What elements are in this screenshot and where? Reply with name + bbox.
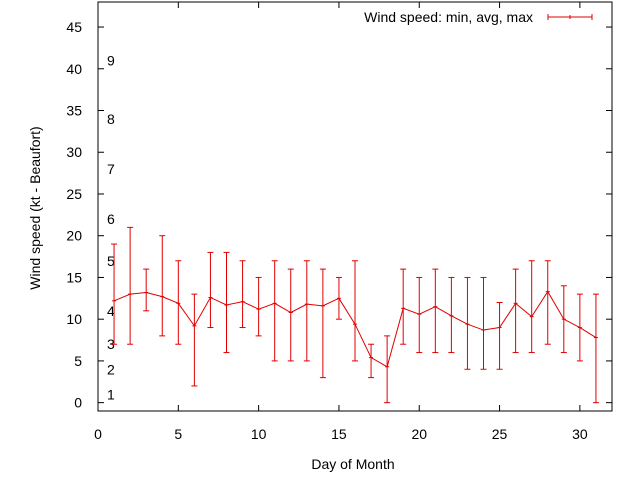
beaufort-label: 6 [107, 211, 115, 227]
x-tick-label: 5 [174, 426, 182, 442]
x-axis-title: Day of Month [311, 456, 394, 472]
beaufort-label: 2 [107, 361, 115, 377]
y-tick-label: 5 [74, 353, 82, 369]
x-tick-label: 15 [331, 426, 347, 442]
x-tick-label: 10 [251, 426, 267, 442]
y-tick-label: 45 [66, 19, 82, 35]
y-tick-label: 40 [66, 61, 82, 77]
legend-label: Wind speed: min, avg, max [364, 9, 533, 25]
plot-frame [97, 1, 613, 412]
beaufort-label: 1 [107, 386, 115, 402]
x-tick-label: 30 [572, 426, 588, 442]
beaufort-label: 9 [107, 52, 115, 68]
legend-sample [547, 14, 593, 20]
wind-speed-series [111, 226, 599, 404]
y-tick-label: 20 [66, 228, 82, 244]
y-axis-title: Wind speed (kt - Beaufort) [27, 126, 43, 289]
y-tick-label: 15 [66, 269, 82, 285]
beaufort-label: 7 [107, 161, 115, 177]
beaufort-label: 3 [107, 336, 115, 352]
y-tick-label: 0 [74, 395, 82, 411]
x-tick-label: 25 [492, 426, 508, 442]
beaufort-label: 8 [107, 111, 115, 127]
y-tick-label: 25 [66, 186, 82, 202]
y-tick-label: 35 [66, 103, 82, 119]
x-tick-label: 20 [411, 426, 427, 442]
beaufort-label: 5 [107, 253, 115, 269]
beaufort-label: 4 [107, 303, 115, 319]
legend: Wind speed: min, avg, max [364, 9, 593, 25]
beaufort-scale-labels: 1 2 3 4 5 6 7 8 9 [107, 52, 115, 402]
y-tick-label: 10 [66, 311, 82, 327]
x-tick-label: 0 [94, 426, 102, 442]
y-tick-label: 30 [66, 144, 82, 160]
